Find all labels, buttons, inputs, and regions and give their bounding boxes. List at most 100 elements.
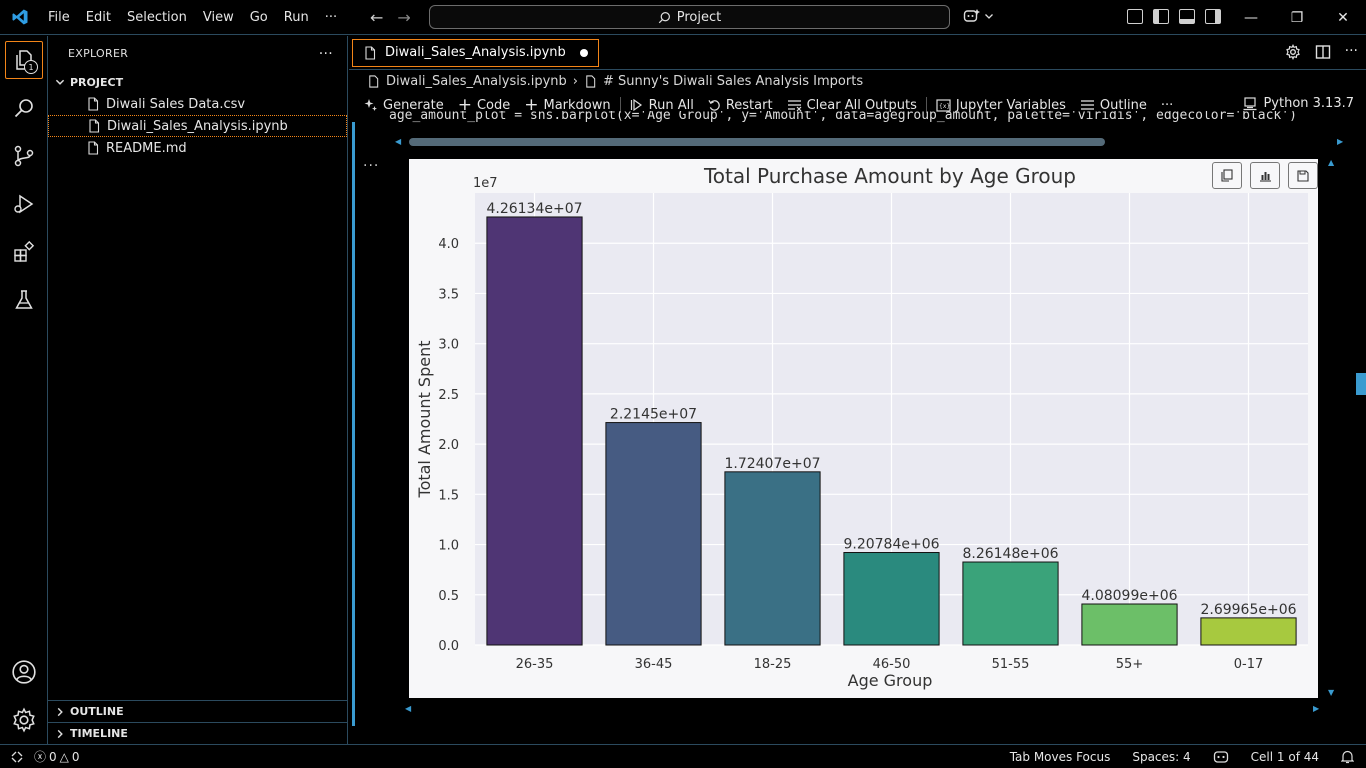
breadcrumb-cell[interactable]: # Sunny's Diwali Sales Analysis Imports: [603, 73, 864, 89]
scroll-left-arrow-icon[interactable]: ◀: [395, 137, 402, 146]
chevron-down-icon: [985, 14, 993, 19]
cell-position-status[interactable]: Cell 1 of 44: [1250, 750, 1319, 764]
flask-icon: [15, 290, 33, 309]
tab-notebook[interactable]: Diwali_Sales_Analysis.ipynb: [352, 38, 599, 67]
menu-more[interactable]: ···: [324, 9, 338, 25]
search-activity[interactable]: [0, 84, 48, 132]
svg-text:{x}: {x}: [939, 103, 950, 110]
explorer-header: EXPLORER ···: [48, 36, 347, 71]
toggle-panel-icon[interactable]: [1179, 9, 1195, 24]
clear-outputs-button[interactable]: Clear All Outputs: [780, 98, 924, 113]
kernel-label: Python 3.13.7: [1263, 96, 1354, 111]
error-icon: ⓧ: [34, 750, 47, 764]
outline-button[interactable]: Outline: [1073, 98, 1154, 113]
y-tick-label: 2.0: [438, 438, 459, 453]
variables-icon: {x}: [936, 98, 951, 112]
nav-arrows: ← →: [370, 0, 411, 35]
file-item-readme[interactable]: README.md: [48, 137, 347, 159]
indentation-status[interactable]: Spaces: 4: [1132, 750, 1191, 764]
jupyter-variables-button[interactable]: {x} Jupyter Variables: [929, 98, 1073, 113]
file-item-csv[interactable]: Diwali Sales Data.csv: [48, 93, 347, 115]
minimize-icon[interactable]: —: [1244, 9, 1258, 26]
back-arrow-icon[interactable]: ←: [370, 8, 384, 27]
accounts-activity[interactable]: [0, 648, 48, 696]
y-tick-label: 0.0: [438, 639, 459, 654]
outline-section-header[interactable]: OUTLINE: [48, 700, 348, 722]
breadcrumb-file[interactable]: Diwali_Sales_Analysis.ipynb: [386, 73, 567, 89]
file-item-notebook[interactable]: Diwali_Sales_Analysis.ipynb: [48, 115, 347, 137]
manage-activity[interactable]: [0, 696, 48, 744]
copy-output-button[interactable]: [1212, 162, 1242, 189]
account-icon: [12, 660, 36, 684]
horizontal-scrollbar[interactable]: [409, 138, 1105, 146]
menu-go[interactable]: Go: [249, 9, 268, 25]
bar: [1200, 617, 1297, 646]
copilot-status-icon[interactable]: [1213, 750, 1229, 764]
remote-icon[interactable]: [10, 750, 24, 764]
save-output-button[interactable]: [1288, 162, 1318, 189]
toolbar-more-button[interactable]: ···: [1154, 98, 1180, 113]
x-axis-label: Age Group: [848, 671, 933, 690]
menu-edit[interactable]: Edit: [85, 9, 111, 25]
file-name: README.md: [106, 140, 187, 156]
add-markdown-button[interactable]: + Markdown: [517, 97, 617, 114]
scroll-down-arrow-icon[interactable]: ▼: [1328, 688, 1335, 697]
add-code-button[interactable]: + Code: [451, 95, 518, 115]
x-tick-label: 26-35: [516, 657, 554, 672]
menu-selection[interactable]: Selection: [126, 9, 187, 25]
explorer-more-button[interactable]: ···: [318, 45, 333, 62]
unsaved-dot-icon[interactable]: [579, 48, 588, 57]
code-label: Code: [476, 97, 511, 113]
explorer-activity[interactable]: 1: [5, 41, 43, 79]
save-icon: [1297, 169, 1309, 182]
restart-button[interactable]: Restart: [701, 98, 780, 113]
menu-view[interactable]: View: [202, 9, 234, 25]
bar-data-label: 2.69965e+06: [1200, 602, 1296, 618]
toggle-primary-sidebar-icon[interactable]: [1153, 9, 1169, 24]
vertical-scrollbar-thumb[interactable]: [1356, 373, 1366, 395]
cell-output-menu[interactable]: ···: [363, 158, 380, 174]
notebook-toolbar: Generate + Code + Markdown Run All Resta…: [349, 92, 1366, 118]
y-tick-label: 1.0: [438, 539, 459, 554]
output-scroll-right-icon[interactable]: ▶: [1313, 704, 1320, 713]
timeline-section-header[interactable]: TIMELINE: [48, 722, 348, 744]
toolbar-more-label: ···: [1160, 97, 1174, 113]
copilot-button[interactable]: [963, 8, 994, 24]
generate-button[interactable]: Generate: [357, 98, 451, 113]
restart-icon: [708, 99, 720, 111]
run-all-button[interactable]: Run All: [623, 98, 701, 113]
project-folder-header[interactable]: PROJECT: [48, 71, 347, 93]
menu-run[interactable]: Run: [283, 9, 309, 25]
run-debug-activity[interactable]: [0, 180, 48, 228]
error-count: 0: [49, 749, 57, 764]
tab-actions: ···: [1285, 44, 1358, 60]
file-icon: [365, 45, 376, 60]
close-icon[interactable]: ✕: [1337, 9, 1349, 26]
scroll-up-arrow-icon[interactable]: ▲: [1328, 158, 1335, 167]
code-line[interactable]: age_amount_plot = sns.barplot(x='Age Gro…: [389, 111, 1297, 123]
tab-focus-status[interactable]: Tab Moves Focus: [1009, 750, 1111, 764]
toggle-secondary-sidebar-icon[interactable]: [1205, 9, 1221, 24]
source-control-activity[interactable]: [0, 132, 48, 180]
editor-more-button[interactable]: ···: [1344, 43, 1358, 59]
testing-activity[interactable]: [0, 276, 48, 324]
output-scroll-left-icon[interactable]: ◀: [405, 704, 412, 713]
scroll-right-arrow-icon[interactable]: ▶: [1337, 137, 1344, 146]
chart-icon: [1259, 171, 1271, 182]
plus-icon: +: [457, 95, 472, 115]
extensions-activity[interactable]: [0, 228, 48, 276]
open-plot-viewer-button[interactable]: [1250, 162, 1280, 189]
split-editor-icon[interactable]: [1315, 44, 1331, 60]
command-center-search[interactable]: Project: [429, 5, 950, 29]
customize-layout-icon[interactable]: [1127, 9, 1143, 24]
problems-indicator[interactable]: ⓧ 0 △ 0: [34, 748, 80, 765]
y-tick-label: 3.0: [438, 338, 459, 353]
forward-arrow-icon[interactable]: →: [397, 8, 411, 27]
gear-icon[interactable]: [1285, 44, 1301, 60]
y-offset-label: 1e7: [473, 176, 498, 191]
menu-file[interactable]: File: [48, 9, 70, 25]
plot-output-actions: [1212, 162, 1318, 189]
bell-icon[interactable]: [1341, 750, 1354, 764]
restore-icon[interactable]: ❐: [1290, 9, 1304, 26]
kernel-picker[interactable]: Python 3.13.7: [1243, 96, 1354, 111]
